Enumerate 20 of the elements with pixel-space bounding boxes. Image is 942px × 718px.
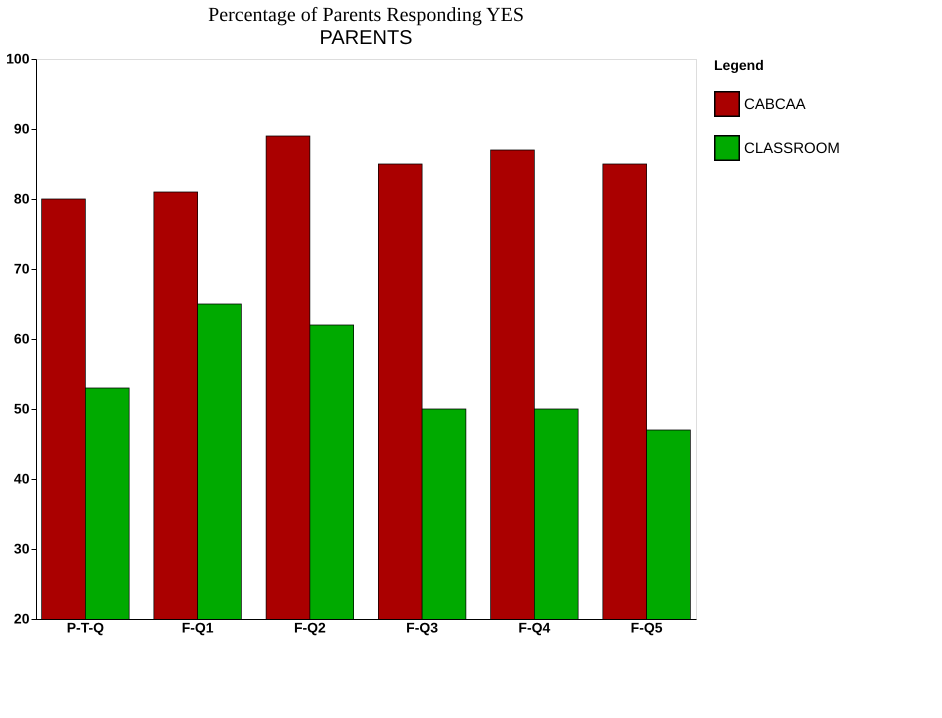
x-tick-label: F-Q3 bbox=[406, 620, 438, 636]
y-tick-label: 40 bbox=[14, 470, 30, 486]
y-tick-label: 60 bbox=[14, 330, 30, 346]
chart-subtitle: PARENTS bbox=[320, 27, 412, 49]
y-tick-label: 90 bbox=[14, 120, 30, 136]
x-tick-label: F-Q2 bbox=[294, 620, 326, 636]
legend-title: Legend bbox=[714, 57, 764, 73]
y-tick-label: 80 bbox=[14, 190, 30, 206]
y-tick-label: 20 bbox=[14, 610, 30, 626]
x-tick-label: F-Q1 bbox=[182, 620, 214, 636]
y-tick-label: 50 bbox=[14, 400, 30, 416]
y-tick-label: 100 bbox=[6, 50, 30, 66]
legend-label: CABCAA bbox=[744, 96, 806, 113]
y-tick-label: 30 bbox=[14, 540, 30, 556]
x-tick-label: F-Q5 bbox=[630, 620, 663, 636]
x-tick-label: F-Q4 bbox=[518, 620, 551, 636]
y-tick-label: 70 bbox=[14, 260, 30, 276]
legend-label: CLASSROOM bbox=[744, 140, 840, 157]
chart-title: Percentage of Parents Responding YES bbox=[208, 4, 524, 26]
x-tick-label: P-T-Q bbox=[66, 620, 104, 636]
